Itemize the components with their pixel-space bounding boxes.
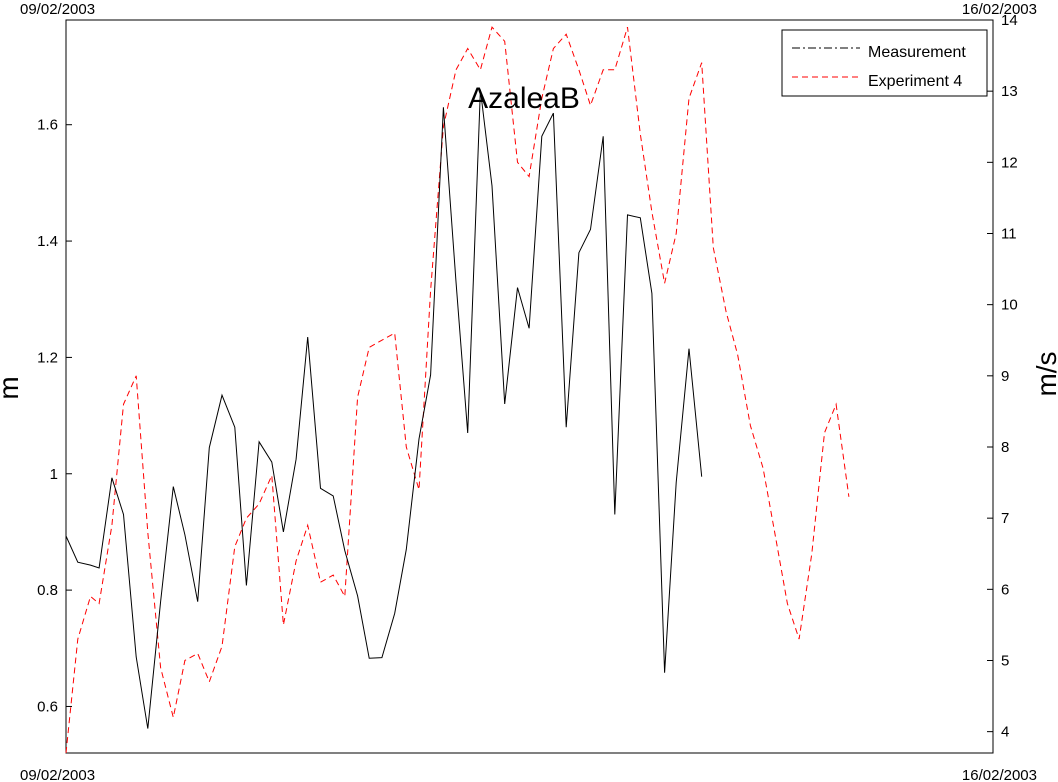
left-tick-label: 1.4: [37, 233, 58, 250]
right-tick-label: 14: [1001, 12, 1018, 29]
right-tick-label: 6: [1001, 581, 1009, 598]
right-y-ticks: 4 5 6 7 8 9 10 11 12 13 14: [987, 12, 1018, 741]
right-tick-label: 11: [1001, 225, 1017, 242]
left-tick-label: 1.2: [37, 349, 58, 366]
right-tick-label: 13: [1001, 83, 1018, 100]
legend-label-measurement: Measurement: [868, 44, 966, 61]
right-tick-label: 5: [1001, 652, 1009, 669]
left-tick-label: 1.6: [37, 117, 58, 134]
legend-box: [781, 29, 988, 97]
date-label-top-right: 16/02/2003: [962, 1, 1037, 18]
left-y-ticks: 0.6 0.8 1 1.2 1.4 1.6: [37, 117, 72, 715]
date-label-top-left: 09/02/2003: [20, 1, 95, 18]
right-tick-label: 9: [1001, 368, 1009, 385]
y-axis-label-left: m: [0, 376, 24, 399]
left-tick-label: 1: [50, 466, 58, 483]
date-label-bottom-right: 16/02/2003: [962, 767, 1037, 782]
series-line-measurement: [65, 89, 703, 729]
right-tick-label: 12: [1001, 154, 1018, 171]
legend-label-experiment-4: Experiment 4: [868, 73, 962, 90]
left-tick-label: 0.8: [37, 582, 58, 599]
right-tick-label: 4: [1001, 724, 1009, 741]
y-axis-label-right: m/s: [1031, 351, 1058, 396]
right-tick-label: 8: [1001, 439, 1009, 456]
series-line-experiment-4: [65, 26, 850, 754]
left-tick-label: 0.6: [37, 698, 58, 715]
legend: Measurement Experiment 4: [781, 29, 988, 97]
date-label-bottom-left: 09/02/2003: [20, 767, 95, 782]
right-tick-label: 7: [1001, 510, 1009, 527]
right-tick-label: 10: [1001, 297, 1018, 314]
plot-frame: [65, 19, 994, 754]
chart-title: AzaleaB: [468, 82, 580, 115]
